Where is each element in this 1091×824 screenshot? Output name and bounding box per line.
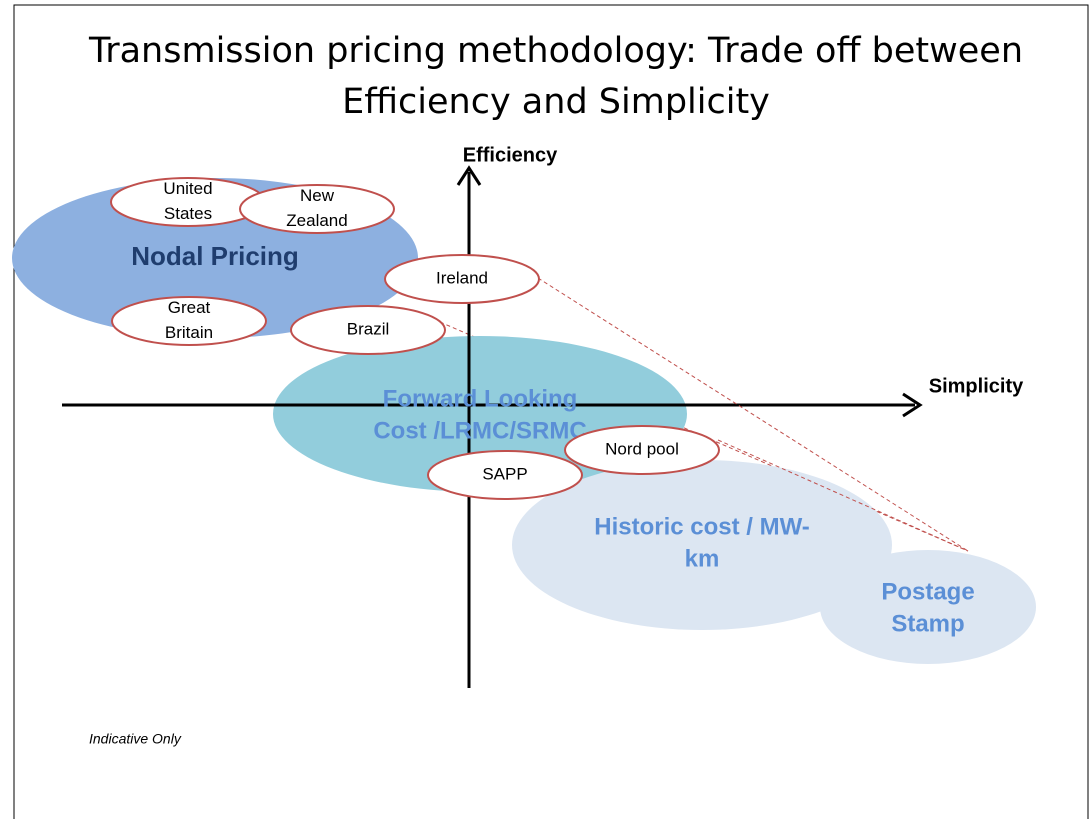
y-axis-arrow [456, 165, 482, 186]
slide-border [13, 4, 1089, 819]
title: Efficiency and Simplicity [342, 82, 770, 122]
x-axis-arrow [902, 392, 923, 418]
dashed-link [717, 439, 969, 552]
diagram: Transmission pricing methodology: Trade … [12, 31, 1036, 688]
title: Transmission pricing methodology: Trade … [88, 31, 1023, 71]
dashed-link [537, 277, 969, 552]
region-label: Cost /LRMC/SRMC [373, 417, 586, 444]
country-label: United [163, 179, 212, 198]
country-ellipse [384, 254, 540, 304]
country-label: Brazil [347, 319, 390, 338]
country-label: Nord pool [605, 439, 679, 458]
country-ellipse [111, 296, 267, 346]
note: Indicative Only [89, 731, 182, 747]
country-label: Ireland [436, 268, 488, 287]
country-label: SAPP [482, 464, 527, 483]
region-ellipse [820, 550, 1036, 664]
country-label: Zealand [286, 211, 347, 230]
country-ellipse [239, 184, 395, 234]
country-ellipse [427, 450, 583, 500]
region-label: Nodal Pricing [131, 241, 299, 271]
country-label: States [164, 204, 212, 223]
y-axis-label: Efficiency [463, 144, 558, 166]
x-axis-label: Simplicity [929, 375, 1024, 397]
country-ellipse [564, 425, 720, 475]
region-label: Stamp [891, 610, 964, 637]
region-ellipse [512, 460, 892, 630]
country-label: Britain [165, 323, 213, 342]
country-ellipse [290, 305, 446, 355]
region-label: Forward Looking [383, 385, 578, 412]
country-label: Great [168, 298, 211, 317]
region-label: Historic cost / MW- [594, 513, 810, 540]
region-label: km [685, 545, 720, 572]
country-label: New [300, 186, 335, 205]
region-label: Postage [881, 578, 974, 605]
